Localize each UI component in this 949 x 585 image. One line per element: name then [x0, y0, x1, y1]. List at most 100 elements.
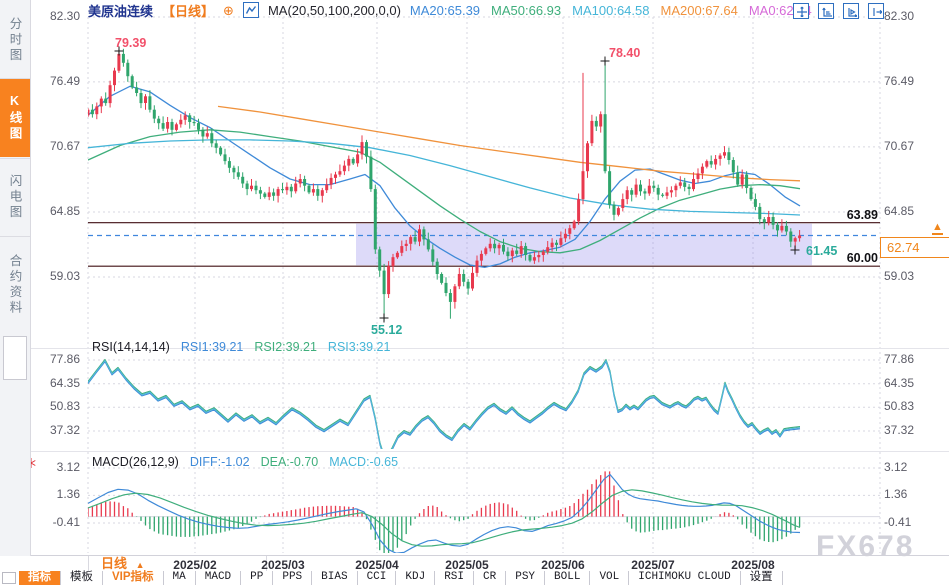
collapse-right-icon[interactable]	[868, 3, 884, 19]
symbol-name: 美原油连续	[88, 3, 154, 19]
x-axis-label: 2025/06	[541, 558, 585, 572]
move-tool-icon[interactable]	[793, 3, 809, 19]
candle	[303, 175, 307, 192]
candle	[444, 277, 448, 297]
y-axis-label: 37.32	[49, 423, 80, 437]
sidebar-tab-kline[interactable]: K线图	[0, 78, 30, 157]
sidebar-tab-timeshare[interactable]: 分时图	[7, 16, 22, 64]
candle	[276, 186, 280, 203]
support-level-label: 60.00	[846, 251, 878, 265]
candle	[170, 118, 174, 136]
candle	[378, 246, 382, 277]
candle	[484, 246, 488, 256]
candle	[152, 105, 156, 124]
candle	[183, 111, 187, 125]
candle	[409, 234, 413, 251]
candle	[263, 191, 267, 199]
candle	[612, 201, 616, 221]
templates-button[interactable]: 模板	[61, 571, 103, 585]
x-axis-label: 2025/03	[261, 558, 305, 572]
candle	[524, 242, 528, 261]
candle	[639, 180, 642, 196]
candle	[674, 183, 678, 197]
candle	[166, 117, 170, 133]
pp-button[interactable]: PP	[241, 571, 274, 585]
candle	[776, 222, 779, 237]
candle	[95, 102, 99, 120]
settings-button[interactable]: 设置	[741, 571, 783, 585]
indicators-button[interactable]: 指标	[19, 571, 61, 585]
cr-button[interactable]: CR	[474, 571, 507, 585]
candle	[329, 173, 333, 190]
candle	[258, 186, 262, 200]
x-axis-label: 2025/02	[173, 558, 217, 572]
candle	[347, 155, 351, 172]
candle	[475, 255, 479, 277]
vol-button[interactable]: VOL	[590, 571, 630, 585]
ma200-line	[217, 105, 801, 182]
macd-button[interactable]: MACD	[196, 571, 242, 585]
candle	[236, 166, 240, 180]
indicator-value: MACD:-0.65	[329, 455, 399, 469]
candle	[493, 239, 497, 254]
y-axis-label: 70.67	[49, 139, 80, 153]
psy-button[interactable]: PSY	[506, 571, 546, 585]
ma-button[interactable]: MA	[164, 571, 196, 585]
candle	[135, 81, 139, 97]
candle	[616, 206, 620, 217]
rsi-button[interactable]: RSI	[435, 571, 475, 585]
candle	[241, 172, 245, 188]
candle	[749, 186, 753, 201]
period-selector[interactable]: 日线 ▲	[88, 556, 267, 571]
vip-indicators-button[interactable]: VIP指标	[103, 571, 164, 585]
candle	[351, 157, 355, 165]
ichimoku-cloud-button[interactable]: ICHIMOKU CLOUD	[629, 571, 741, 585]
scale-axis-icon[interactable]	[818, 3, 834, 19]
chart-type-icon[interactable]	[242, 2, 259, 18]
add-indicator-icon[interactable]: ⊕	[223, 2, 234, 18]
candle	[113, 67, 116, 92]
candle	[665, 186, 669, 200]
cci-button[interactable]: CCI	[358, 571, 397, 585]
y-axis-label: 82.30	[49, 9, 80, 23]
candle	[603, 60, 607, 174]
resistance-level-label: 63.89	[846, 208, 878, 222]
rsi-lines-layer	[88, 358, 801, 449]
candle	[528, 253, 532, 263]
ma-settings: MA(20,50,100,200,0,0)	[267, 2, 401, 18]
candle	[267, 186, 271, 201]
candle	[594, 116, 598, 131]
bias-button[interactable]: BIAS	[312, 571, 358, 585]
pps-button[interactable]: PPS	[273, 571, 313, 585]
y-axis-label: 76.49	[49, 74, 80, 88]
candle	[426, 232, 430, 252]
boll-button[interactable]: BOLL	[545, 571, 591, 585]
period-selector-label: 日线	[101, 556, 128, 571]
candle	[210, 128, 214, 148]
candle	[762, 217, 766, 230]
candle	[488, 238, 492, 252]
candle	[586, 141, 589, 178]
kdj-button[interactable]: KDJ	[396, 571, 436, 585]
candle	[188, 113, 192, 129]
candle	[736, 165, 740, 187]
candle	[320, 187, 324, 203]
sidebar-tab-lightning[interactable]: 闪电图	[0, 158, 30, 235]
candle	[223, 148, 227, 165]
candle	[294, 176, 298, 194]
candle	[440, 272, 444, 285]
candle	[479, 250, 483, 267]
candle	[197, 118, 200, 135]
candle	[373, 184, 377, 254]
price-annotation: 61.45	[806, 244, 838, 258]
indicator-value: DIFF:-1.02	[189, 455, 250, 469]
candle	[705, 159, 709, 169]
price-annotation: 78.40	[609, 46, 641, 60]
y-axis-label: -0.41	[52, 515, 80, 529]
candle	[192, 115, 196, 126]
sidebar-tab-contract-info[interactable]: 合约资料	[0, 236, 30, 333]
play-forward-icon[interactable]	[843, 3, 859, 19]
candle	[550, 238, 554, 252]
candle	[669, 186, 673, 198]
